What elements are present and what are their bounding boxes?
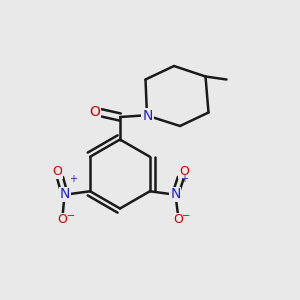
Text: −: − bbox=[182, 211, 190, 221]
Text: N: N bbox=[59, 187, 70, 201]
Text: O: O bbox=[57, 213, 67, 226]
Text: +: + bbox=[69, 174, 77, 184]
Text: O: O bbox=[173, 213, 183, 226]
Text: +: + bbox=[180, 174, 188, 184]
Text: N: N bbox=[143, 109, 153, 122]
Text: O: O bbox=[89, 106, 100, 119]
Text: N: N bbox=[170, 187, 181, 201]
Text: O: O bbox=[179, 165, 189, 178]
Text: N: N bbox=[142, 109, 152, 122]
Text: O: O bbox=[52, 165, 62, 178]
Text: −: − bbox=[67, 211, 75, 221]
